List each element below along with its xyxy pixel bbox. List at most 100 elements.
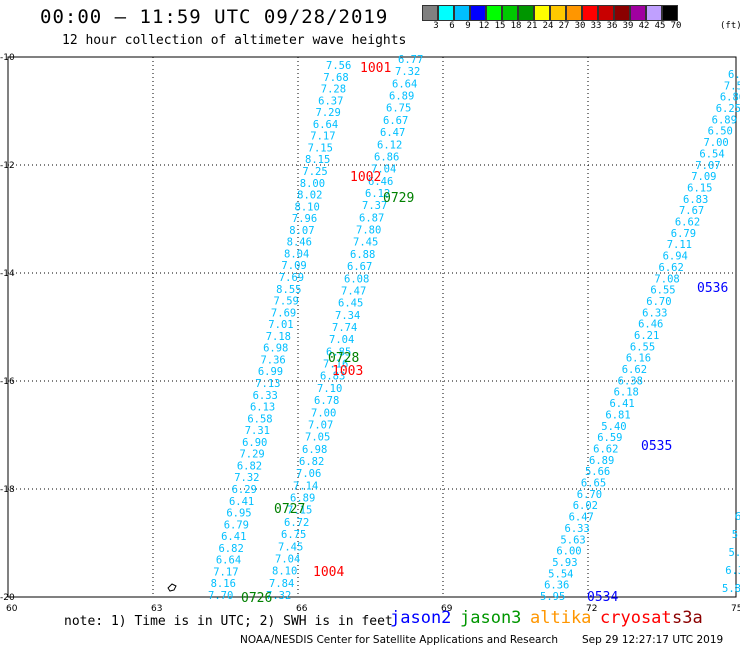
color-scale-tick: 36 <box>606 21 618 31</box>
wave-height-value: 6.82 <box>218 543 243 555</box>
longitude-tick-label: 72 <box>586 604 597 614</box>
wave-height-value: 6.18 <box>614 387 639 399</box>
wave-height-value: 7.28 <box>321 84 346 96</box>
latitude-tick-label: -12 <box>0 161 15 171</box>
wave-height-value: 8.46 <box>287 237 312 249</box>
wave-height-value: 6.3 <box>725 565 740 577</box>
wave-height-value: 7.32 <box>266 590 291 602</box>
wave-height-value: 7.15 <box>308 142 333 154</box>
wave-height-value: 5.95 <box>540 591 565 603</box>
color-scale-swatch <box>486 5 502 21</box>
pass-time-label: 0726 <box>241 591 272 606</box>
wave-height-value: 6.86 <box>720 92 740 104</box>
wave-height-value: 8.15 <box>305 154 330 166</box>
wave-height-value: 6.67 <box>383 115 408 127</box>
color-scale-swatch <box>470 5 486 21</box>
wave-height-value: 7.36 <box>260 354 285 366</box>
page-subtitle: 12 hour collection of altimeter wave hei… <box>62 33 407 48</box>
color-scale-swatch <box>534 5 550 21</box>
wave-height-value: 6.78 <box>314 395 339 407</box>
wave-height-value: 8.55 <box>276 284 301 296</box>
legend-entry-s3a: s3a <box>672 608 703 628</box>
color-scale-tick: 33 <box>590 21 602 31</box>
wave-height-value: 6.65 <box>581 478 606 490</box>
latitude-tick-label: -10 <box>0 53 15 63</box>
wave-height-value: 6.70 <box>577 489 602 501</box>
wave-height-value: 6.41 <box>609 398 634 410</box>
wave-height-value: 6.94 <box>663 251 688 263</box>
color-scale-tick: 12 <box>478 21 490 31</box>
pass-time-label: 1004 <box>313 565 344 580</box>
wave-height-value: 6.46 <box>638 319 663 331</box>
wave-height-value: 6.46 <box>368 176 393 188</box>
wave-height-value: 6.64 <box>216 555 241 567</box>
wave-height-value: 7.06 <box>296 468 321 480</box>
wave-height-value: 7.47 <box>341 285 366 297</box>
wave-height-value: 6.41 <box>221 531 246 543</box>
wave-height-value: 7.69 <box>279 272 304 284</box>
pass-time-label: 0727 <box>274 502 305 517</box>
wave-height-value: 6.36 <box>544 580 569 592</box>
wave-height-value: 6.25 <box>716 103 740 115</box>
wave-height-value: 6.8 <box>728 69 740 81</box>
wave-height-value: 7.04 <box>329 334 354 346</box>
wave-height-value: 6.55 <box>630 341 655 353</box>
wave-height-value: 7.68 <box>323 72 348 84</box>
wave-height-value: 7.10 <box>317 383 342 395</box>
legend-entry-jason3: jason3 <box>460 608 522 628</box>
wave-height-value: 7.37 <box>362 200 387 212</box>
legend-entry-altika: altika <box>530 608 592 628</box>
color-scale-swatch <box>550 5 566 21</box>
wave-height-value: 6.75 <box>281 529 306 541</box>
wave-height-value: 7.18 <box>266 331 291 343</box>
wave-height-value: 5.66 <box>585 466 610 478</box>
color-scale-swatch <box>454 5 470 21</box>
wave-height-value: 6.72 <box>284 517 309 529</box>
footnote: note: 1) Time is in UTC; 2) SWH is in fe… <box>64 614 393 629</box>
wave-height-value: 6.5 <box>735 511 740 523</box>
wave-height-value: 6.62 <box>622 364 647 376</box>
pass-time-label: 0536 <box>697 281 728 296</box>
wave-height-value: 7.25 <box>302 166 327 178</box>
color-scale-tick: 21 <box>526 21 538 31</box>
wave-height-value: 6.99 <box>258 366 283 378</box>
wave-height-value: 6.86 <box>374 151 399 163</box>
wave-height-value: 6.02 <box>573 500 598 512</box>
page-title: 00:00 – 11:59 UTC 09/28/2019 <box>40 6 389 28</box>
wave-height-value: 6.29 <box>232 484 257 496</box>
color-scale-tick: 45 <box>654 21 666 31</box>
wave-height-value: 6.16 <box>626 353 651 365</box>
pass-time-label: 1003 <box>332 364 363 379</box>
wave-height-value: 6.64 <box>392 78 417 90</box>
wave-height-value: 7.07 <box>308 419 333 431</box>
color-scale-tick: 9 <box>465 21 471 31</box>
wave-height-value: 5.93 <box>552 557 577 569</box>
longitude-tick-label: 75 <box>731 604 740 614</box>
wave-height-value: 7.07 <box>695 160 720 172</box>
wave-height-value: 6.67 <box>347 261 372 273</box>
wave-height-value: 6.33 <box>565 523 590 535</box>
wave-height-value: 7.70 <box>208 590 233 602</box>
wave-height-value: 6.89 <box>290 493 315 505</box>
wave-height-value: 5.5 <box>729 547 740 559</box>
longitude-tick-label: 60 <box>6 604 18 614</box>
credit-line: NOAA/NESDIS Center for Satellite Applica… <box>240 634 558 646</box>
wave-height-value: 6.81 <box>605 409 630 421</box>
wave-height-value: 7.31 <box>245 425 270 437</box>
wave-height-value: 7.29 <box>239 449 264 461</box>
wave-height-value: 7.67 <box>679 205 704 217</box>
color-scale-swatch <box>614 5 630 21</box>
wave-height-value: 6.85 <box>326 346 351 358</box>
wave-height-value: 6.00 <box>556 546 581 558</box>
wave-height-value: 6.13 <box>250 402 275 414</box>
wave-height-value: 6.33 <box>253 390 278 402</box>
wave-height-value: 7.84 <box>269 578 294 590</box>
wave-height-value: 6.58 <box>247 413 272 425</box>
pass-time-label: 1002 <box>350 170 381 185</box>
generated-timestamp: Sep 29 12:27:17 UTC 2019 <box>582 634 724 646</box>
wave-height-value: 5.8 <box>722 583 740 595</box>
wave-height-value: 6.33 <box>642 307 667 319</box>
wave-height-value: 5.40 <box>601 421 626 433</box>
axis-tick-labels: 60 63 66 69 72 75 -10 -12 -14 -16 -18 -20 <box>0 53 740 614</box>
